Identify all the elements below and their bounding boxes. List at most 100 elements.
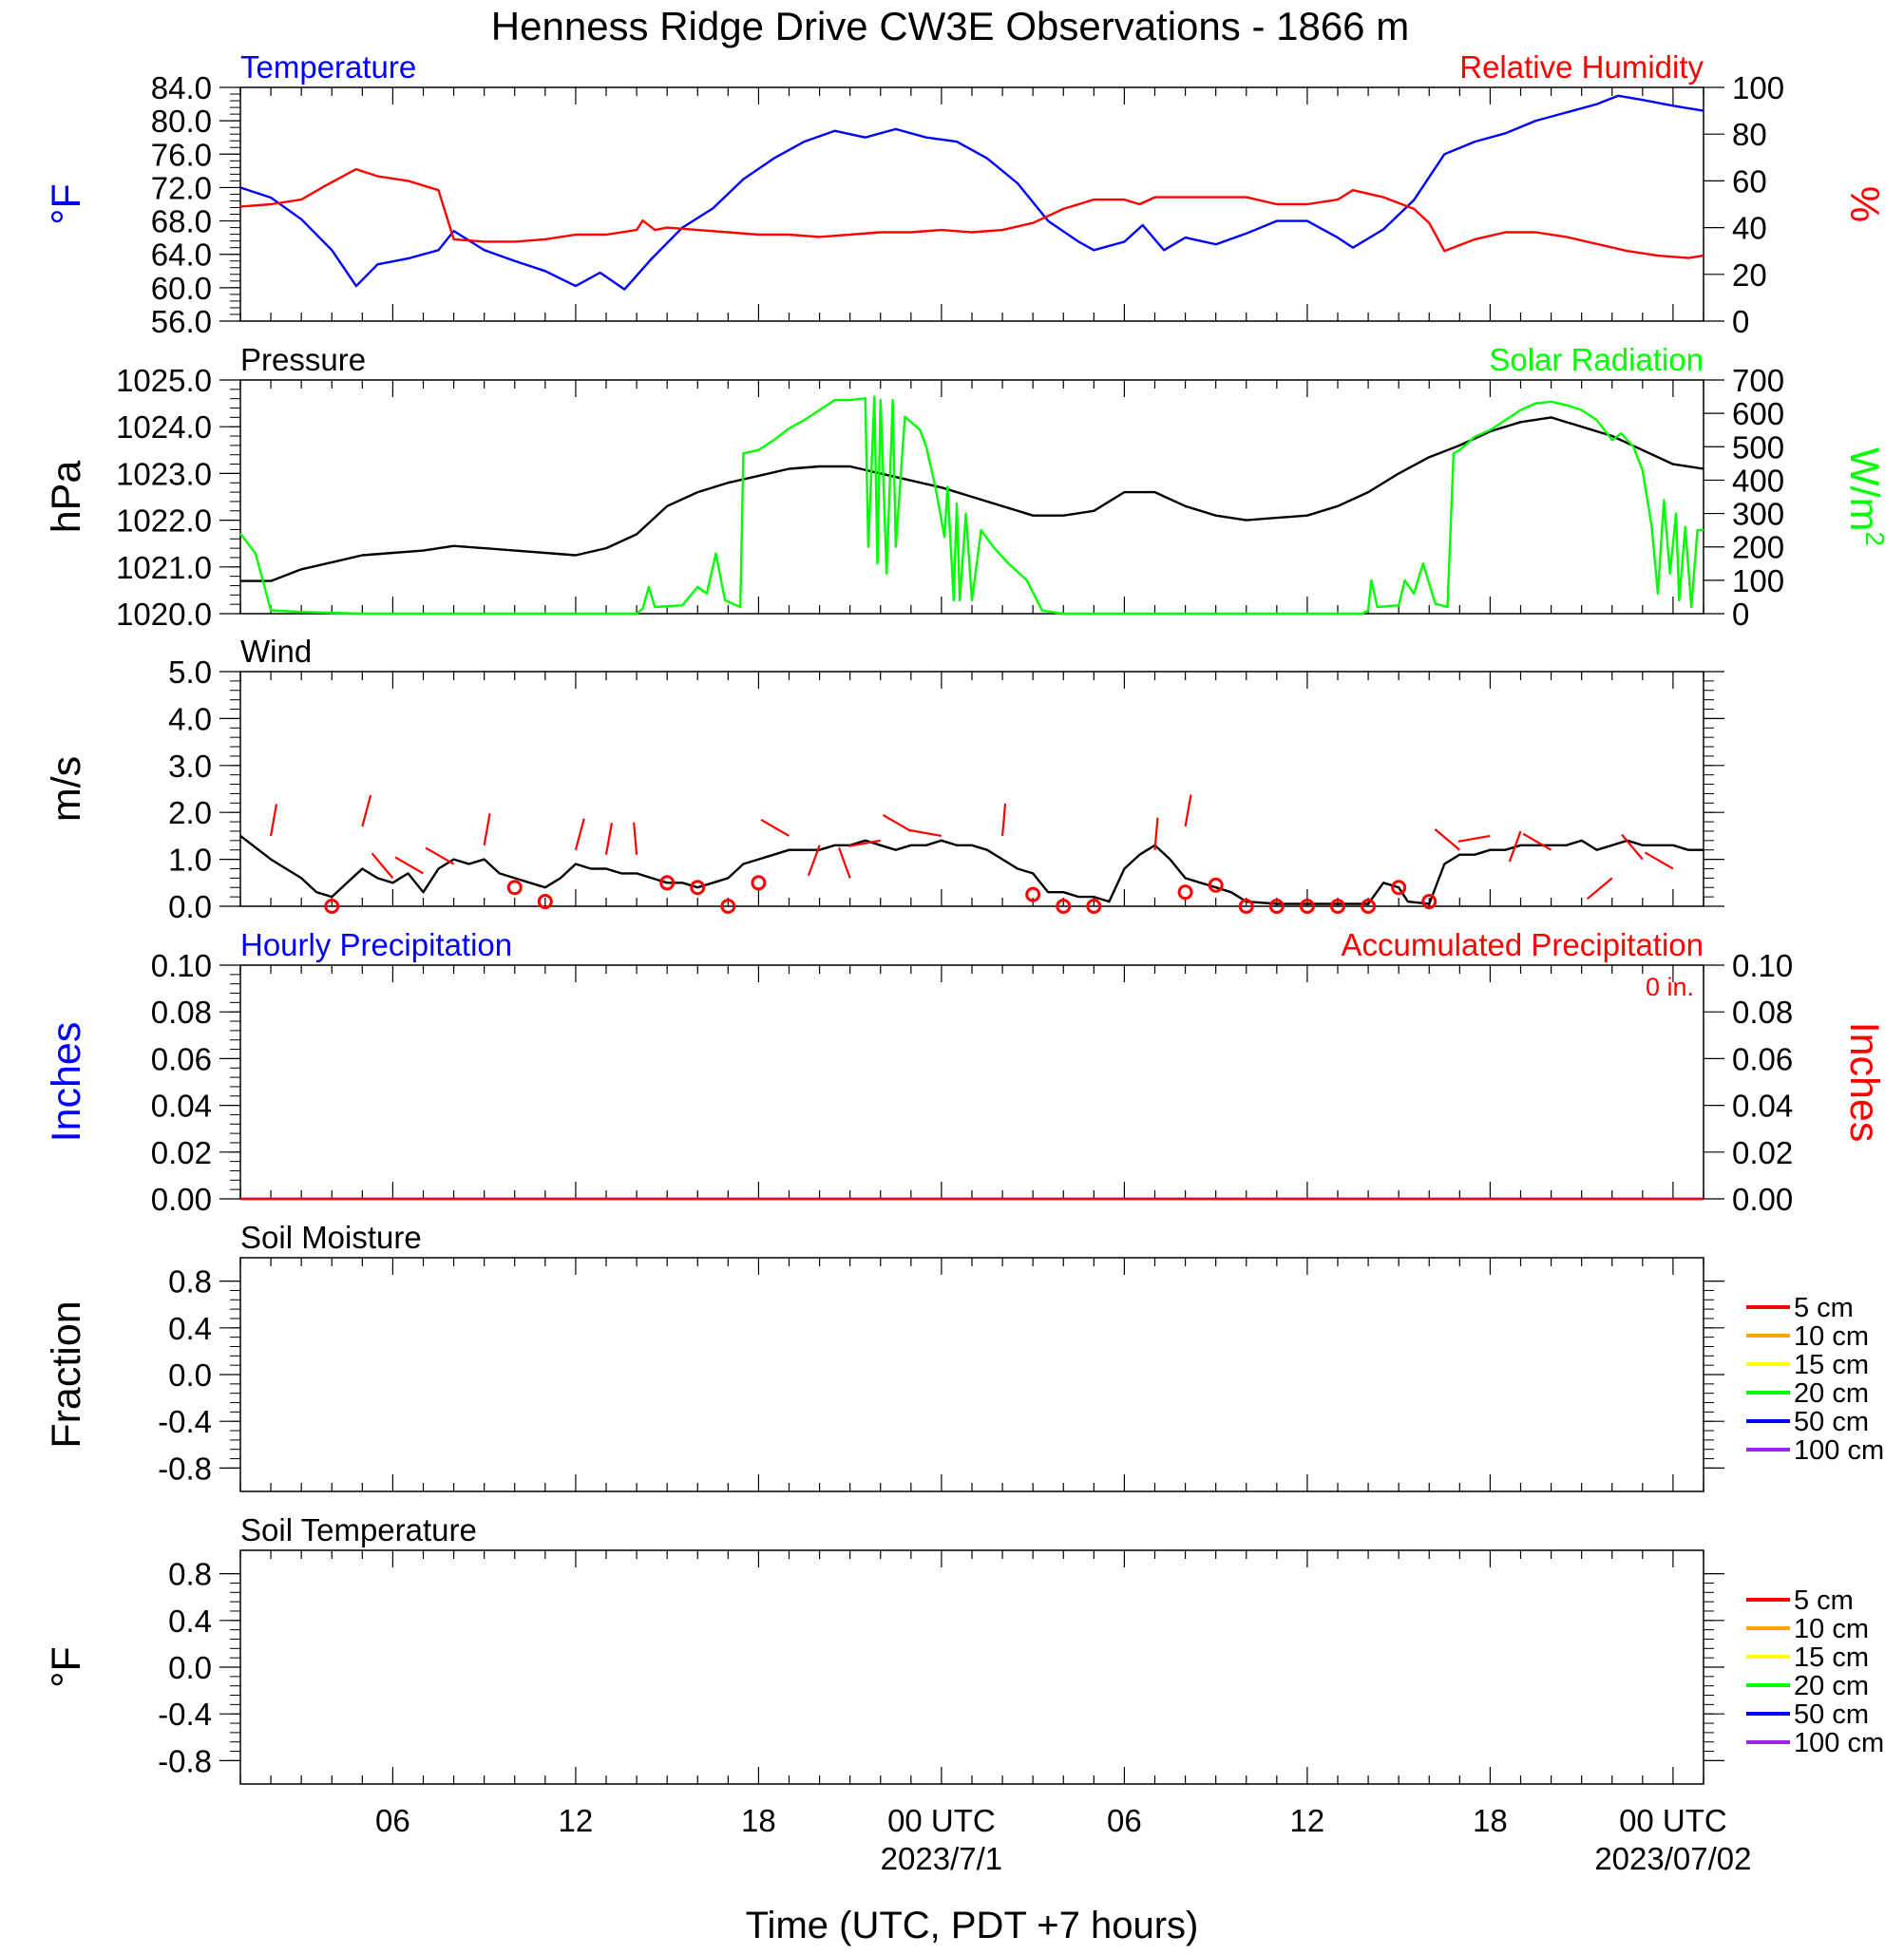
series-line-temperature (239, 94, 1704, 291)
x-axis-label: Time (UTC, PDT +7 hours) (746, 1905, 1199, 1946)
calm-wind-circle (1086, 899, 1102, 914)
series-line-relative-humidity (239, 167, 1704, 259)
wind-barb (361, 794, 372, 827)
calm-wind-circle (1361, 899, 1377, 914)
wind-barb (574, 818, 585, 851)
x-tick-label: 06 (1107, 1803, 1142, 1838)
panel-title-right: Solar Radiation (1489, 342, 1704, 377)
panel-title-left: Soil Temperature (240, 1512, 477, 1547)
legend-label: 50 cm (1794, 1699, 1869, 1730)
wind-barb (1621, 833, 1644, 861)
y-tick-label: 2.0 (168, 795, 212, 830)
wind-barb (1522, 832, 1552, 851)
y-right-tick-label: 300 (1732, 497, 1784, 532)
y-tick-label: 0.06 (151, 1041, 212, 1076)
x-tick-label: 00 UTC (887, 1803, 996, 1838)
wind-barb (882, 814, 912, 832)
series-line-wind-speed (239, 834, 1704, 905)
legend-label: 15 cm (1794, 1350, 1869, 1380)
y-tick-label: 68.0 (151, 204, 212, 239)
panel-wind: 5.0 4.0 3.0 2.0 1.0 0.0 Wind m/s (44, 634, 1724, 924)
y-axis-label-right: Inches (1841, 1022, 1887, 1143)
series-line-solar-radiation (239, 395, 1704, 616)
wind-barb (1184, 794, 1192, 827)
wind-barb (604, 822, 613, 855)
wind-barb (1644, 851, 1674, 870)
y-tick-label: 76.0 (151, 137, 212, 172)
y-right-tick-label: 100 (1732, 563, 1784, 598)
calm-wind-circle (659, 875, 676, 891)
x-tick-label: 18 (1473, 1803, 1508, 1838)
y-tick-label: -0.8 (158, 1451, 212, 1486)
plot-frame (239, 964, 1704, 1200)
legend-label: 20 cm (1794, 1671, 1869, 1701)
y-tick-label: 1025.0 (116, 363, 212, 398)
y-tick-label: 60.0 (151, 271, 212, 306)
y-axis-label-right: % (1841, 186, 1887, 222)
calm-wind-circle (751, 875, 767, 891)
y-tick-label: 1020.0 (116, 597, 212, 632)
panel-temp_rh: 84.080.076.072.068.064.060.056.0 100 80 60 4… (44, 49, 1887, 339)
panel-title-left: Soil Moisture (240, 1220, 422, 1255)
annotation-label: 0 in. (1646, 973, 1694, 1001)
x-tick-label: 18 (741, 1803, 776, 1838)
wind-barb (760, 818, 790, 837)
calm-wind-circle (537, 894, 553, 910)
calm-wind-circle (720, 899, 736, 914)
legend-label: 50 cm (1794, 1407, 1869, 1437)
y-tick-label: 0.0 (168, 1357, 212, 1393)
calm-wind-circle (1391, 880, 1407, 896)
y-axis-label-left: °F (44, 183, 89, 224)
y-tick-label: 84.0 (151, 70, 212, 105)
x-tick-label: 06 (375, 1803, 410, 1838)
y-axis-label-left: Fraction (44, 1300, 89, 1448)
panel-precip: 0.10 0.08 0.06 0.04 0.02 0.00 0.10 0.08 0.06 0.04… (44, 927, 1887, 1217)
x-date-label: 2023/7/1 (881, 1841, 1002, 1876)
y-axis-label-left: °F (44, 1646, 89, 1687)
y-tick-label: 0.4 (168, 1604, 212, 1639)
y-right-tick-label: 400 (1732, 463, 1784, 498)
y-right-tick-label: 0.08 (1732, 995, 1793, 1030)
x-tick-label: 00 UTC (1619, 1803, 1727, 1838)
wind-barb (1586, 877, 1613, 901)
y-axis-label-left: m/s (44, 756, 89, 822)
y-axis-label-left: Inches (44, 1022, 89, 1143)
unit-superscript: 2 (1860, 531, 1890, 546)
wind-barb (838, 847, 851, 879)
legend-label: 100 cm (1794, 1728, 1884, 1758)
y-tick-label: 5.0 (168, 655, 212, 690)
y-right-tick-label: 0.00 (1732, 1182, 1793, 1217)
calm-wind-circle (1299, 899, 1315, 914)
y-tick-label: 0.4 (168, 1311, 212, 1346)
legend-label: 10 cm (1794, 1614, 1869, 1644)
wind-barb (633, 822, 638, 855)
calm-wind-circle (1025, 886, 1041, 902)
y-right-tick-label: 80 (1732, 117, 1767, 152)
y-axis-label-left: hPa (44, 461, 89, 534)
plot-frame (239, 86, 1704, 322)
panel-title-left: Hourly Precipitation (240, 927, 512, 962)
calm-wind-circle (1268, 899, 1285, 914)
wind-barb (1153, 817, 1159, 850)
chart-title: Henness Ridge Drive CW3E Observations - … (491, 4, 1409, 48)
y-tick-label: -0.4 (158, 1697, 212, 1732)
panel-title-left: Pressure (240, 342, 366, 377)
y-right-tick-label: 20 (1732, 257, 1767, 293)
calm-wind-circle (1056, 899, 1072, 914)
wind-barb (371, 852, 394, 880)
wind-barb (483, 813, 491, 845)
wind-barb (1000, 803, 1007, 836)
y-right-tick-label: 600 (1732, 396, 1784, 431)
y-tick-label: 1023.0 (116, 456, 212, 491)
plot-frame (239, 671, 1704, 907)
y-right-tick-label: 60 (1732, 163, 1767, 199)
y-tick-label: 72.0 (151, 170, 212, 205)
panel-title-right: Accumulated Precipitation (1341, 927, 1704, 962)
panel-title-left: Temperature (240, 49, 416, 85)
calm-wind-circle (1208, 877, 1224, 893)
y-tick-label: 1024.0 (116, 409, 212, 445)
y-right-tick-label: 40 (1732, 211, 1767, 246)
y-right-tick-label: 700 (1732, 363, 1784, 398)
y-tick-label: -0.4 (158, 1404, 212, 1439)
